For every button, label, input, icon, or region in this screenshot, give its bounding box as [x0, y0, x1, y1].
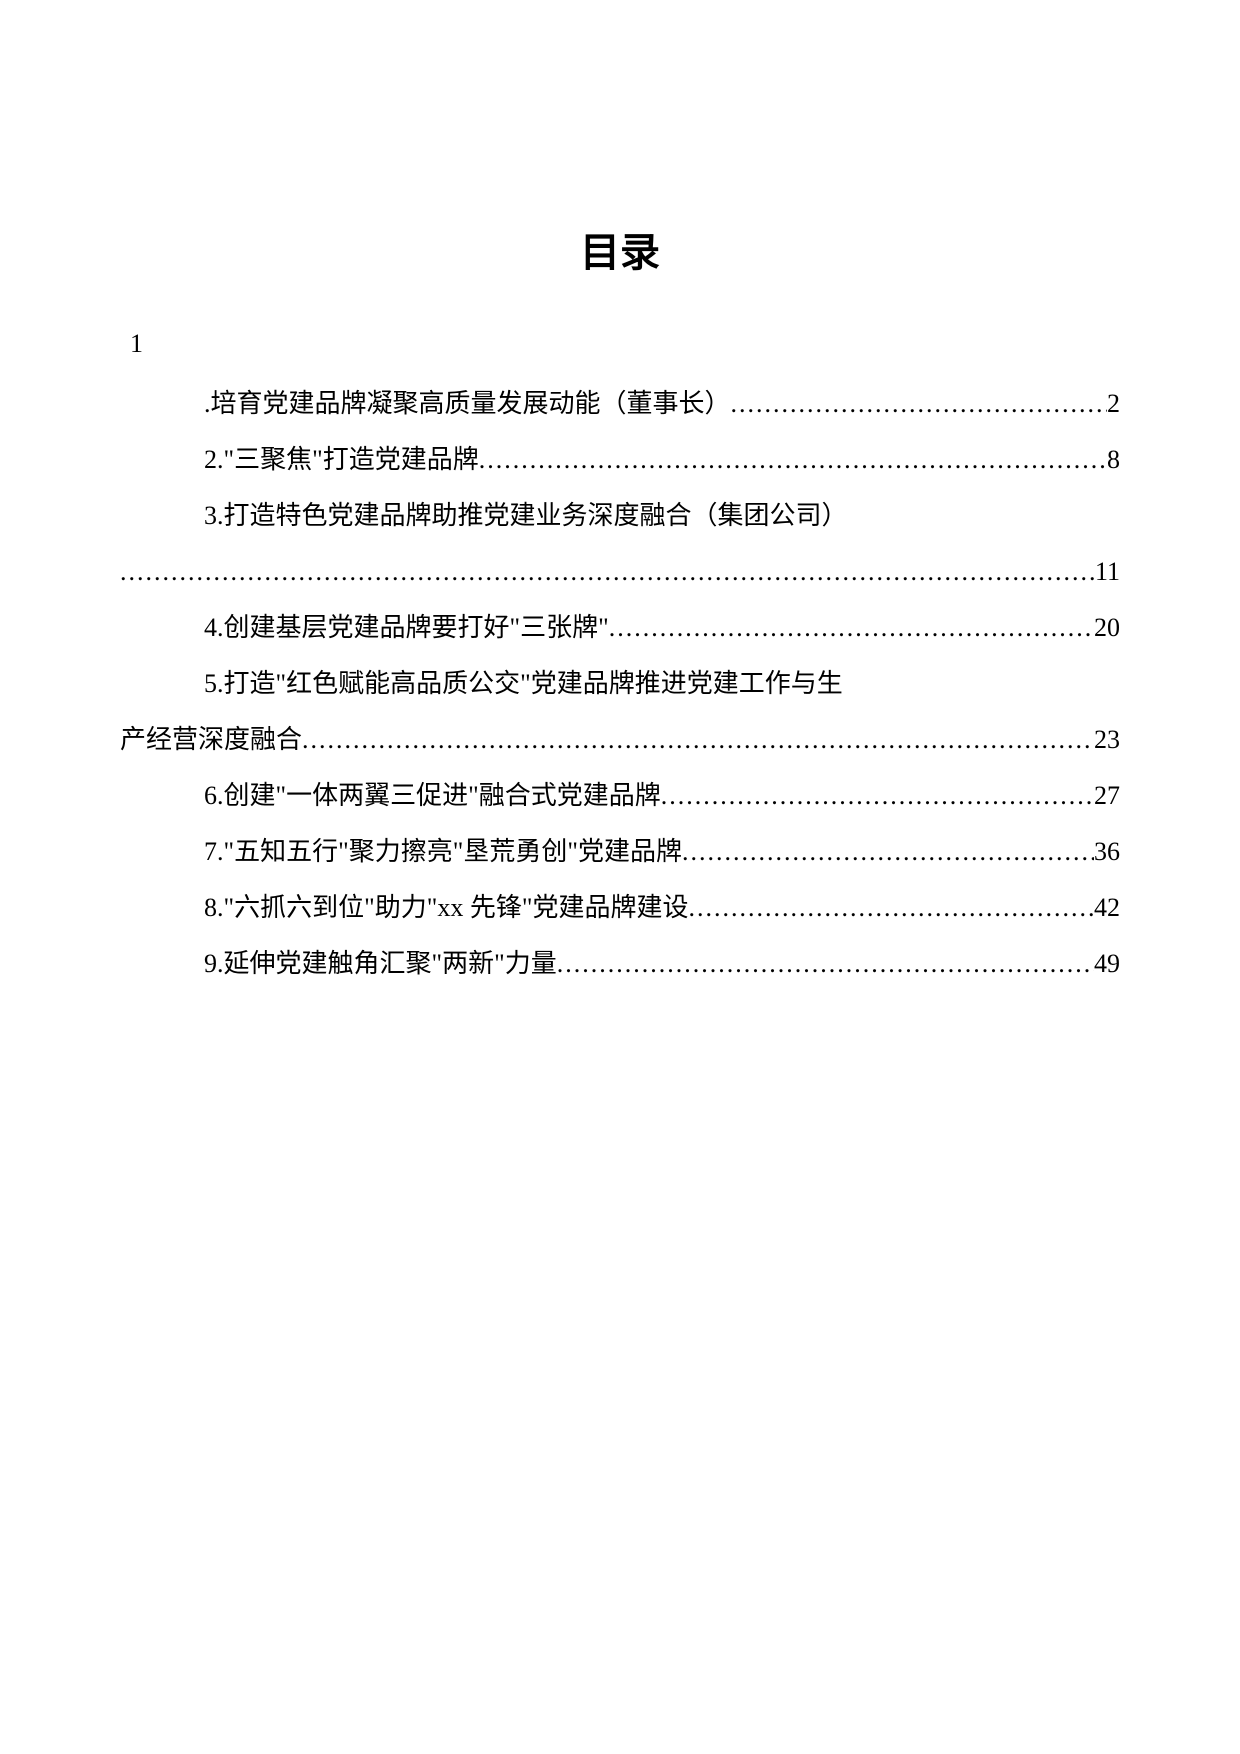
toc-container: 1 .培育党建品牌凝聚高质量发展动能（董事长） 2 2."三聚焦"打造党建品牌 …	[120, 318, 1120, 990]
toc-text: 7."五知五行"聚力擦亮"垦荒勇创"党建品牌	[204, 826, 682, 878]
toc-entry: 7."五知五行"聚力擦亮"垦荒勇创"党建品牌 36	[120, 826, 1120, 878]
toc-page: 2	[1107, 378, 1120, 430]
toc-entry: 2."三聚焦"打造党建品牌 8	[120, 434, 1120, 486]
toc-dots	[120, 546, 1095, 598]
toc-entry: 4.创建基层党建品牌要打好"三张牌" 20	[120, 602, 1120, 654]
toc-page: 42	[1094, 882, 1120, 934]
toc-page: 36	[1094, 826, 1120, 878]
toc-dots	[661, 770, 1094, 822]
toc-text: 8."六抓六到位"助力"xx 先锋"党建品牌建设	[204, 882, 688, 934]
toc-entry: 9.延伸党建触角汇聚"两新"力量 49	[120, 938, 1120, 990]
toc-page: 23	[1094, 714, 1120, 766]
toc-dots	[609, 602, 1094, 654]
toc-dots	[688, 882, 1094, 934]
toc-dots	[731, 378, 1107, 430]
toc-text: 2."三聚焦"打造党建品牌	[204, 434, 479, 486]
toc-text: 9.延伸党建触角汇聚"两新"力量	[204, 938, 557, 990]
toc-text: 4.创建基层党建品牌要打好"三张牌"	[204, 602, 609, 654]
toc-entry: 8."六抓六到位"助力"xx 先锋"党建品牌建设 42	[120, 882, 1120, 934]
toc-dots	[479, 434, 1107, 486]
toc-first-number: 1	[120, 318, 1120, 370]
toc-text: 6.创建"一体两翼三促进"融合式党建品牌	[204, 770, 661, 822]
toc-entry-line1: 5.打造"红色赋能高品质公交"党建品牌推进党建工作与生	[120, 658, 1120, 710]
toc-text: .培育党建品牌凝聚高质量发展动能（董事长）	[204, 378, 731, 430]
toc-page: 49	[1094, 938, 1120, 990]
toc-entry: .培育党建品牌凝聚高质量发展动能（董事长） 2	[120, 378, 1120, 430]
toc-entry-line1: 3.打造特色党建品牌助推党建业务深度融合（集团公司）	[120, 490, 1120, 542]
toc-text: 产经营深度融合	[120, 714, 302, 766]
toc-entry-line2: 11	[120, 546, 1120, 598]
toc-dots	[682, 826, 1094, 878]
toc-page: 11	[1095, 546, 1120, 598]
toc-entry-line2: 产经营深度融合 23	[120, 714, 1120, 766]
toc-page: 8	[1107, 434, 1120, 486]
toc-dots	[557, 938, 1094, 990]
toc-entry: 6.创建"一体两翼三促进"融合式党建品牌 27	[120, 770, 1120, 822]
toc-dots	[302, 714, 1094, 766]
page-title: 目录	[120, 220, 1120, 278]
toc-page: 27	[1094, 770, 1120, 822]
toc-page: 20	[1094, 602, 1120, 654]
